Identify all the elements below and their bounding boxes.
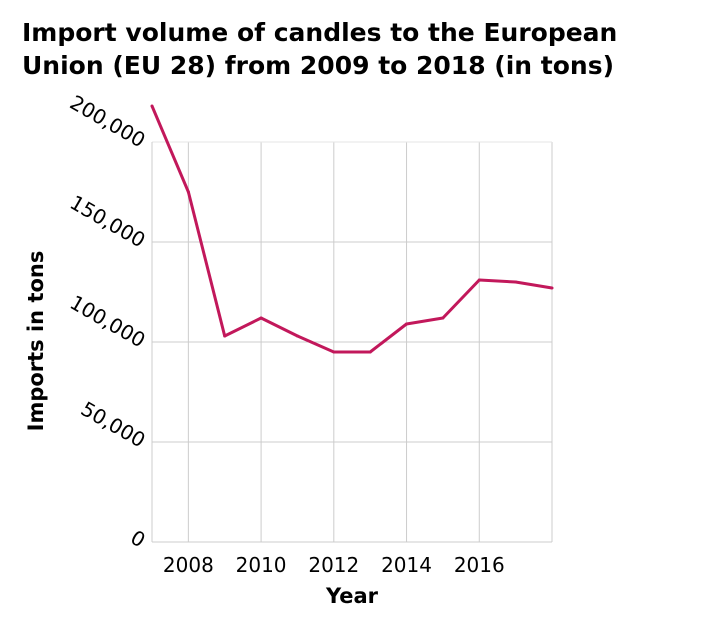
y-tick-label-1: 50,000 [77,397,150,453]
data-point-2014 [405,322,409,326]
data-point-2013 [368,350,372,354]
y-tick-labels: 0 50,000 100,000 150,000 200,000 [66,90,150,552]
y-tick-label-0: 0 [126,525,149,552]
series-line [150,105,553,354]
data-points [150,104,554,354]
x-axis-label: Year [325,584,379,608]
y-tick-label-4: 200,000 [66,90,150,152]
data-point-2012 [332,350,336,354]
grid-lines [151,141,553,543]
data-point-2016 [477,278,481,282]
y-tick-label-3: 150,000 [66,190,150,252]
data-point-2007 [150,104,154,108]
x-tick-label-0: 2008 [163,553,214,577]
data-point-2010 [259,316,263,320]
x-tick-labels: 2008 2010 2012 2014 2016 [163,553,505,577]
x-tick-label-3: 2014 [381,553,432,577]
data-point-2008 [186,190,190,194]
x-tick-label-4: 2016 [454,553,505,577]
data-point-2011 [295,334,299,338]
x-tick-label-1: 2010 [236,553,287,577]
x-tick-label-2: 2012 [308,553,359,577]
data-point-2017 [514,280,518,284]
data-point-2018 [550,286,554,290]
chart-title: Import volume of candles to the European… [22,18,618,80]
data-point-2009 [223,334,227,338]
y-axis-label: Imports in tons [24,251,48,432]
data-point-2015 [441,316,445,320]
y-tick-label-2: 100,000 [66,290,150,352]
